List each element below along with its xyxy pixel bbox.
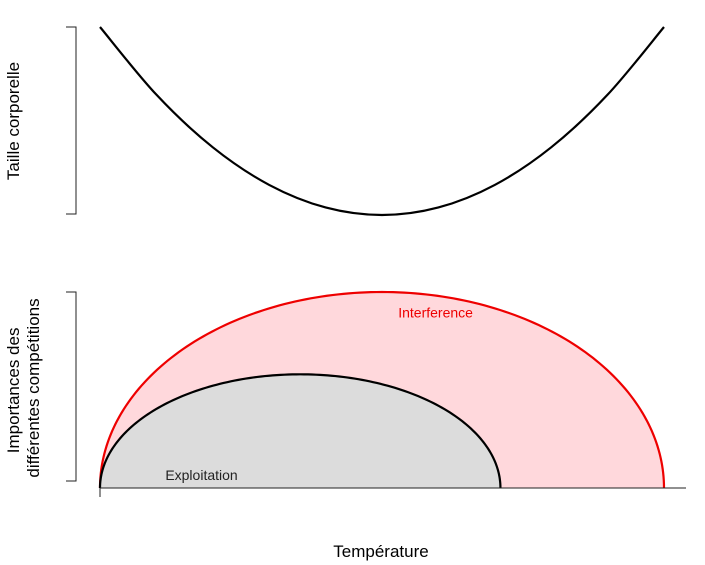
bottom-y-axis-label-line-2: différentes compétitions — [24, 298, 43, 477]
bottom-panel: Importances des différentes compétitions… — [4, 290, 686, 561]
bottom-x-axis — [99, 487, 686, 497]
body-size-curve — [99, 26, 665, 217]
top-y-axis — [66, 26, 77, 215]
x-axis-label: Température — [333, 542, 428, 561]
bottom-series-group — [98, 290, 666, 489]
interference-area-curve — [98, 290, 666, 489]
bottom-y-axis-label-line-1: Importances des — [4, 328, 23, 454]
interference-label: Interference — [398, 304, 473, 320]
top-panel: Taille corporelle — [4, 26, 665, 217]
bottom-y-axis — [66, 291, 77, 482]
exploitation-area-curve — [98, 373, 502, 489]
top-series-group — [99, 26, 665, 217]
exploitation-label: Exploitation — [165, 467, 237, 483]
exploitation-area-fill — [100, 374, 501, 488]
bottom-y-axis-label: Importances des différentes compétitions — [4, 298, 43, 477]
top-y-axis-label: Taille corporelle — [4, 62, 23, 180]
